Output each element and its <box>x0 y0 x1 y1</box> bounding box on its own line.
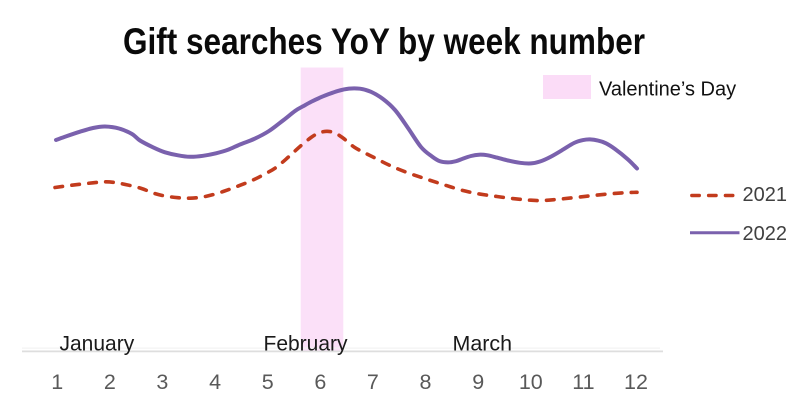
svg-text:2: 2 <box>104 370 116 394</box>
svg-text:Valentine’s Day: Valentine’s Day <box>599 79 736 101</box>
svg-text:March: March <box>453 333 513 356</box>
svg-text:2022: 2022 <box>743 223 788 245</box>
svg-text:9: 9 <box>472 370 484 394</box>
svg-text:7: 7 <box>367 370 379 394</box>
svg-text:2021: 2021 <box>743 184 788 206</box>
svg-text:12: 12 <box>624 370 648 394</box>
svg-text:6: 6 <box>314 370 326 394</box>
svg-text:1: 1 <box>51 370 63 394</box>
svg-text:11: 11 <box>572 370 594 394</box>
svg-text:10: 10 <box>519 370 543 394</box>
svg-text:3: 3 <box>156 370 168 394</box>
svg-text:4: 4 <box>209 370 221 394</box>
svg-text:January: January <box>60 333 135 356</box>
svg-text:February: February <box>264 333 349 356</box>
svg-text:5: 5 <box>262 370 274 394</box>
svg-text:Gift searches YoY by week numb: Gift searches YoY by week number <box>123 21 645 62</box>
svg-text:8: 8 <box>420 370 432 394</box>
